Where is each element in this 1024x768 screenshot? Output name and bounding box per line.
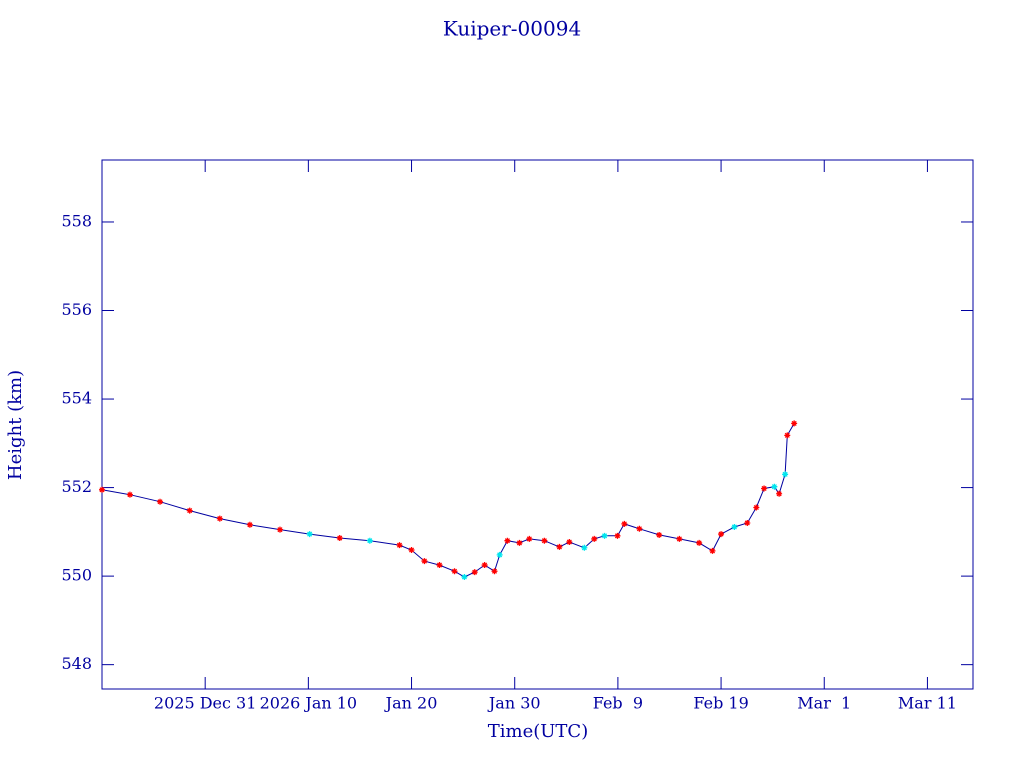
data-point (731, 523, 738, 530)
data-point (776, 490, 783, 497)
y-tick-label: 550 (61, 566, 92, 585)
data-point (636, 525, 643, 532)
data-point (782, 471, 789, 478)
y-tick-label: 552 (61, 477, 92, 496)
data-point (591, 535, 598, 542)
x-tick-label: 2026 Jan 10 (260, 694, 358, 713)
data-point (436, 562, 443, 569)
data-point (753, 504, 760, 511)
data-point (496, 551, 503, 558)
data-point (696, 539, 703, 546)
chart-title: Kuiper-00094 (443, 17, 581, 41)
data-point (421, 558, 428, 565)
data-point (186, 507, 193, 514)
data-point (771, 483, 778, 490)
data-point (306, 531, 313, 538)
data-point (601, 532, 608, 539)
plot-frame (101, 159, 974, 690)
data-point (461, 574, 468, 581)
y-tick-label: 554 (61, 389, 92, 408)
data-point (504, 537, 511, 544)
data-point (471, 569, 478, 576)
data-point (744, 519, 751, 526)
data-point (396, 542, 403, 549)
data-point (216, 515, 223, 522)
data-point (366, 537, 373, 544)
data-point (451, 568, 458, 575)
data-point (157, 498, 164, 505)
data-point (621, 520, 628, 527)
data-point (336, 535, 343, 542)
data-point (784, 432, 791, 439)
data-point (99, 486, 105, 493)
data-point (656, 531, 663, 538)
data-point (491, 568, 498, 575)
data-point (408, 546, 415, 553)
data-point (276, 526, 283, 533)
x-tick-label: Jan 30 (487, 694, 541, 713)
data-point (481, 562, 488, 569)
data-point (709, 547, 716, 554)
x-tick-label: 2025 Dec 31 (154, 694, 257, 713)
data-point (676, 535, 683, 542)
data-point (581, 544, 588, 551)
y-tick-label: 556 (61, 300, 92, 319)
x-axis-label: Time(UTC) (488, 721, 588, 742)
data-point (526, 535, 533, 542)
x-tick-label: Mar 11 (898, 694, 957, 713)
data-point (614, 532, 621, 539)
x-tick-label: Feb 9 (593, 694, 643, 713)
data-point (516, 539, 523, 546)
y-tick-label: 558 (61, 211, 92, 230)
data-point (791, 420, 798, 427)
data-point (126, 491, 133, 498)
data-point (246, 521, 253, 528)
data-point (556, 543, 563, 550)
data-line (101, 423, 795, 578)
data-point (761, 485, 768, 492)
x-tick-label: Mar 1 (797, 694, 851, 713)
x-tick-label: Jan 20 (384, 694, 438, 713)
data-point (541, 537, 548, 544)
y-tick-label: 548 (61, 654, 92, 673)
data-point (718, 531, 725, 538)
x-tick-label: Feb 19 (693, 694, 748, 713)
y-axis-label: Height (km) (5, 370, 26, 480)
data-point (566, 539, 573, 546)
